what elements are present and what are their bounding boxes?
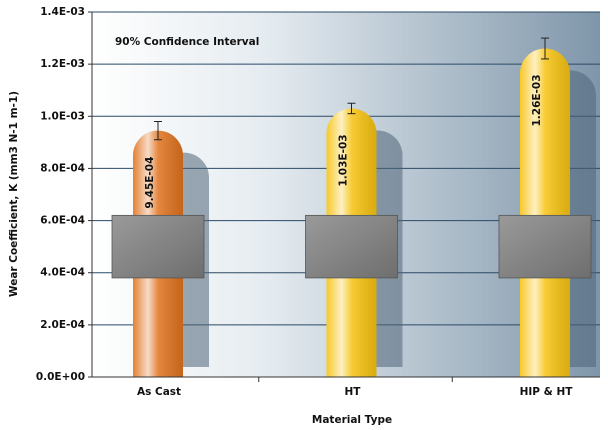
y-tick-label: 4.0E-04 — [40, 267, 85, 279]
y-tick-label: 8.0E-04 — [40, 162, 85, 174]
y-tick-label: 1.2E-03 — [40, 58, 85, 70]
x-tick-label: HT — [345, 386, 362, 398]
annotation: 90% Confidence Interval — [115, 36, 259, 48]
value-label: 9.45E-04 — [144, 157, 156, 209]
value-label: 1.26E-03 — [531, 74, 543, 126]
y-tick-label: 6.0E-04 — [40, 215, 85, 227]
y-tick-label: 2.0E-04 — [40, 319, 85, 331]
y-tick-label: 0.0E+00 — [36, 371, 85, 383]
y-tick-label: 1.0E-03 — [40, 110, 85, 122]
sample-image — [111, 214, 205, 279]
y-axis-title: Wear Coefficient, K (mm3 N-1 m-1) — [8, 91, 20, 297]
x-tick-label: As Cast — [137, 386, 181, 398]
sample-image — [498, 214, 592, 279]
value-label: 1.03E-03 — [338, 134, 350, 186]
x-axis-title: Material Type — [312, 414, 392, 426]
bar-shine — [520, 48, 570, 377]
sample-image — [305, 214, 398, 279]
x-tick-label: HIP & HT — [520, 386, 574, 398]
y-tick-label: 1.4E-03 — [40, 6, 85, 18]
